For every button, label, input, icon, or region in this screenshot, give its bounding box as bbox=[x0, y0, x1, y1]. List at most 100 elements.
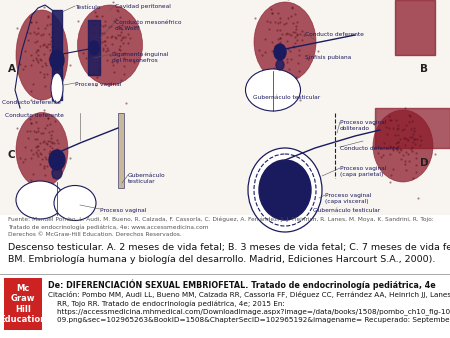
Point bbox=[47, 121, 54, 127]
Text: Cavidad peritoneal: Cavidad peritoneal bbox=[115, 4, 171, 9]
Point bbox=[36, 44, 43, 49]
Point bbox=[51, 44, 58, 49]
Point bbox=[30, 172, 37, 177]
Point bbox=[413, 150, 420, 156]
Point bbox=[28, 88, 35, 94]
Point bbox=[292, 34, 299, 40]
Point bbox=[118, 22, 126, 27]
Point bbox=[276, 20, 284, 25]
Text: C: C bbox=[8, 150, 16, 160]
Point bbox=[93, 43, 100, 48]
Point bbox=[50, 76, 57, 82]
Point bbox=[36, 150, 43, 155]
Point bbox=[112, 35, 120, 41]
Point bbox=[125, 32, 132, 37]
Point bbox=[95, 68, 103, 74]
Point bbox=[34, 53, 41, 58]
Point bbox=[268, 10, 275, 16]
Point bbox=[114, 32, 122, 38]
Point bbox=[290, 20, 297, 26]
Point bbox=[66, 62, 73, 68]
Point bbox=[39, 31, 46, 37]
Point bbox=[374, 151, 381, 156]
Point bbox=[109, 41, 116, 47]
Point bbox=[268, 79, 275, 84]
Point bbox=[389, 167, 396, 172]
Point bbox=[40, 51, 47, 56]
Bar bbox=[0, 0, 450, 215]
Point bbox=[40, 166, 48, 171]
Point bbox=[393, 146, 400, 151]
Point bbox=[99, 13, 106, 18]
Point bbox=[42, 44, 50, 49]
Point bbox=[261, 36, 269, 42]
Point bbox=[88, 22, 95, 27]
Point bbox=[45, 31, 53, 36]
Point bbox=[40, 4, 48, 10]
Point bbox=[93, 51, 100, 57]
Point bbox=[40, 42, 47, 47]
Point bbox=[404, 136, 411, 142]
Point bbox=[27, 156, 35, 161]
Point bbox=[101, 23, 108, 28]
Point bbox=[305, 56, 312, 62]
Text: A: A bbox=[8, 64, 16, 74]
Point bbox=[384, 131, 391, 137]
Point bbox=[34, 143, 41, 149]
Point bbox=[35, 153, 42, 159]
Text: Conducto deferente: Conducto deferente bbox=[5, 113, 64, 118]
Point bbox=[277, 16, 284, 21]
Point bbox=[25, 135, 32, 140]
Point bbox=[50, 160, 57, 165]
Point bbox=[111, 34, 118, 40]
Point bbox=[26, 128, 33, 134]
Point bbox=[33, 55, 40, 61]
Point bbox=[387, 117, 394, 123]
Point bbox=[101, 38, 108, 44]
Point bbox=[93, 74, 100, 80]
Point bbox=[46, 152, 53, 158]
Point bbox=[50, 61, 57, 67]
Point bbox=[30, 57, 37, 63]
Ellipse shape bbox=[274, 44, 286, 60]
Point bbox=[274, 10, 281, 15]
Point bbox=[395, 144, 402, 149]
Point bbox=[34, 147, 41, 153]
Text: Gubernáculo
testicular: Gubernáculo testicular bbox=[128, 173, 166, 184]
Point bbox=[406, 112, 413, 118]
Point bbox=[269, 71, 276, 77]
Point bbox=[46, 54, 54, 59]
Point bbox=[287, 13, 294, 18]
Point bbox=[397, 156, 404, 162]
Point bbox=[43, 122, 50, 128]
Point bbox=[120, 64, 127, 69]
Point bbox=[400, 136, 408, 141]
Point bbox=[106, 24, 113, 30]
Point bbox=[409, 139, 416, 144]
Ellipse shape bbox=[16, 10, 68, 100]
Point bbox=[130, 59, 138, 65]
Point bbox=[104, 57, 111, 63]
Point bbox=[50, 167, 57, 173]
Point bbox=[141, 51, 149, 56]
Point bbox=[291, 29, 298, 35]
Point bbox=[38, 156, 45, 162]
Point bbox=[283, 56, 290, 62]
Text: Proceso vaginal
(capa parietal): Proceso vaginal (capa parietal) bbox=[340, 166, 387, 177]
Point bbox=[281, 49, 288, 54]
Point bbox=[259, 52, 266, 57]
Text: Conducto deferente: Conducto deferente bbox=[2, 100, 61, 105]
Point bbox=[387, 144, 394, 149]
Point bbox=[46, 149, 54, 154]
Point bbox=[295, 47, 302, 53]
Point bbox=[41, 125, 49, 130]
Point bbox=[407, 135, 414, 140]
Point bbox=[30, 81, 37, 87]
Ellipse shape bbox=[77, 5, 143, 85]
Point bbox=[275, 21, 282, 26]
Point bbox=[382, 125, 390, 130]
Point bbox=[49, 43, 56, 48]
Point bbox=[34, 26, 41, 31]
Point bbox=[118, 26, 125, 31]
Point bbox=[117, 29, 125, 35]
